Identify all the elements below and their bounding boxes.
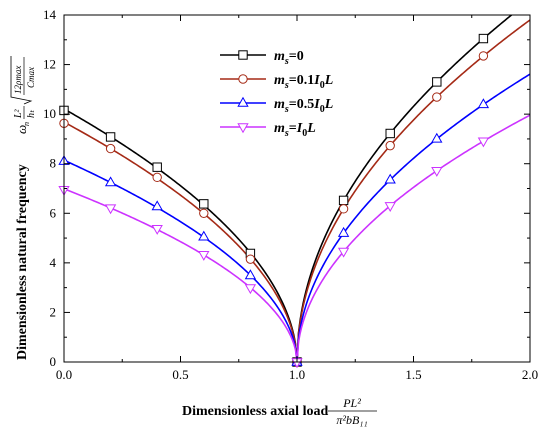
marker-circle [245,254,256,264]
y-tick-label: 2 [50,304,57,319]
y-tick-label: 4 [50,255,57,270]
marker-triangle-up [337,226,350,237]
legend-entry-0: ms=0 [274,49,304,67]
marker-triangle-up [198,230,210,241]
marker-square [385,128,395,139]
x-tick-label: 2.0 [522,367,538,382]
x-tick-labels: 0.0 0.5 1.0 1.5 2.0 [56,367,538,382]
series-line-0 [64,15,513,362]
y-tick-label: 0 [50,354,57,369]
legend-entry-2: ms=0.5I0L [274,97,333,115]
marker-triangle-up [104,176,117,187]
marker-circle [199,208,209,218]
marker-triangle-up [244,269,257,280]
marker-triangle-down [151,224,163,235]
marker-square [199,199,209,209]
x-axis-formula-denominator: π²bB₁₁ [336,413,367,427]
marker-triangle-down [477,137,490,148]
x-axis-label-group: Dimensionless axial load PL² π²bB₁₁ [182,396,377,427]
legend-marker [238,74,248,84]
marker-circle [338,204,349,214]
marker-square [338,195,349,206]
y-axis-formula-omega: ω [14,125,29,134]
y-tick-label: 8 [50,156,57,171]
x-axis-label: Dimensionless axial load [182,404,328,419]
marker-circle [385,140,395,151]
marker-triangle-down [384,202,396,213]
y-axis-formula-radicand-denominator: Cmax [26,67,36,88]
legend: ms=0 ms=0.1I0L ms=0.5I0L ms=I0L [220,49,333,139]
marker-triangle-down [337,247,350,258]
legend-marker [237,96,249,107]
marker-circle [478,51,489,61]
y-axis-label-group: Dimensionless natural frequency ω n L² h… [10,56,37,360]
y-axis-formula-numerator: L² [13,108,24,119]
axis-ticks [63,14,531,363]
marker-circle [152,172,162,183]
legend-entry-1: ms=0.1I0L [274,73,333,91]
marker-circle [432,92,442,102]
series-line-1 [64,19,530,362]
y-axis-formula-subscript-n: n [22,122,31,126]
marker-square [432,77,442,87]
x-tick-label: 0.0 [56,367,72,382]
y-tick-label: 14 [43,7,57,22]
series-line-2 [64,73,530,362]
marker-triangle-up [384,173,396,184]
plot-frame [63,14,531,363]
y-axis-formula-denominator: hₜ [26,109,37,118]
marker-square [152,162,162,172]
marker-triangle-down [198,250,210,261]
y-axis-formula-radicand-numerator: 12ρmax [13,66,23,94]
series-curves [64,15,530,362]
y-axis-formula-radical-sign [10,56,33,105]
marker-square [105,132,116,142]
y-tick-label: 6 [50,205,57,220]
marker-triangle-up [477,98,490,109]
marker-triangle-down [104,204,117,215]
y-tick-label: 12 [43,57,56,72]
x-tick-label: 0.5 [172,367,188,382]
y-tick-labels: 0 2 4 6 8 10 12 14 [43,7,57,369]
y-axis-label: Dimensionless natural frequency [15,164,30,360]
legend-marker [238,50,248,60]
x-tick-label: 1.0 [289,367,305,382]
marker-circle [105,143,116,154]
marker-triangle-up [431,132,443,143]
marker-square [478,33,489,44]
y-tick-label: 10 [43,106,56,121]
series-line-3 [64,114,530,362]
marker-triangle-down [431,166,443,177]
legend-entry-3: ms=I0L [274,121,316,139]
x-axis-formula-numerator: PL² [342,396,361,410]
x-tick-label: 1.5 [405,367,421,382]
legend-marker [237,123,249,134]
marker-triangle-down [244,284,257,295]
marker-triangle-up [151,200,163,211]
